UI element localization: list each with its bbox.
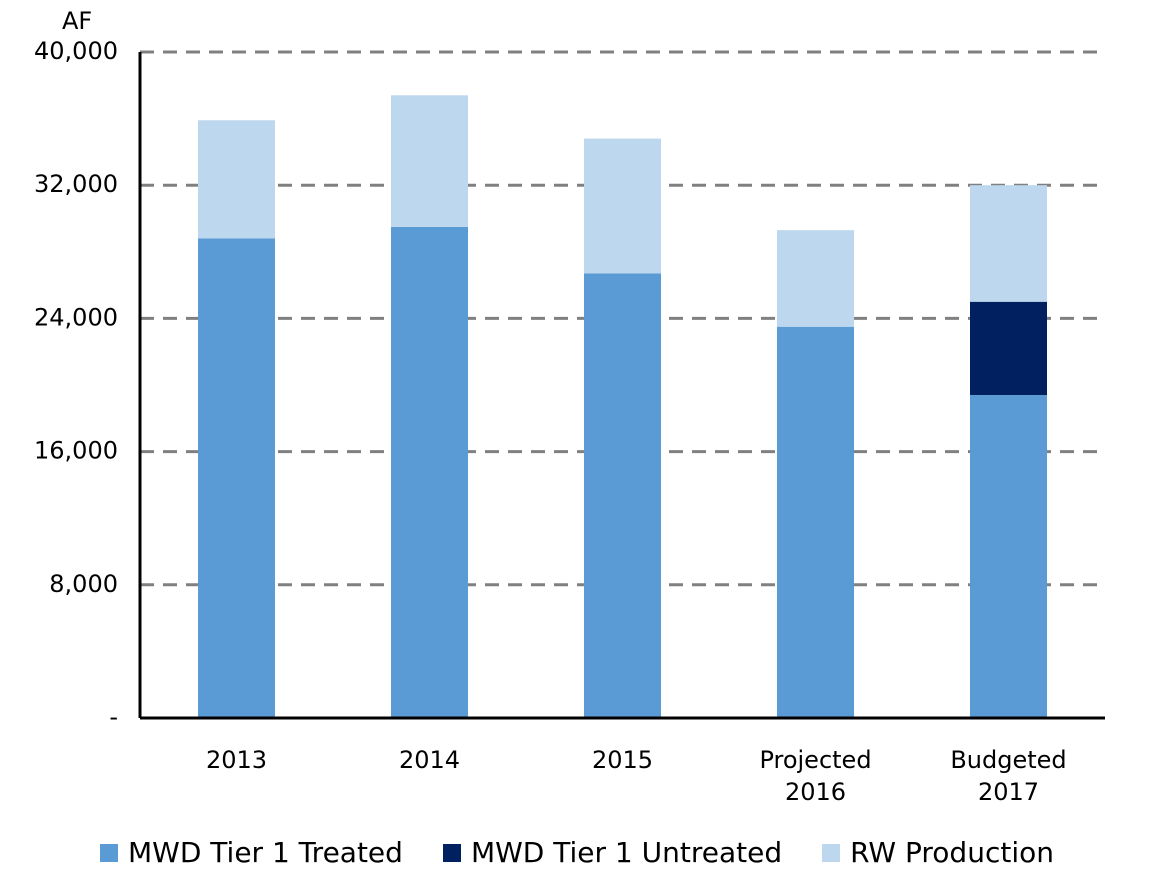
bar-segment (198, 238, 275, 719)
legend-label: MWD Tier 1 Untreated (470, 836, 783, 869)
legend-swatch (442, 843, 461, 862)
legend-item: MWD Tier 1 Treated (100, 836, 403, 869)
legend-label: RW Production (850, 836, 1054, 869)
bar-segment (391, 226, 468, 718)
x-tick-label: Projected 2016 (759, 746, 872, 806)
legend: MWD Tier 1 Treated MWD Tier 1 Untreated RW… (100, 836, 1054, 869)
x-tick-label: 2013 (205, 746, 268, 774)
bar-segment (584, 273, 661, 718)
legend-swatch (100, 843, 118, 862)
y-tick-label: 16,000 (34, 437, 118, 465)
y-axis-label: AF (62, 7, 92, 35)
bar-segment (970, 301, 1047, 395)
y-tick-label: - (109, 703, 118, 731)
legend-item: RW Production (822, 836, 1054, 869)
y-tick-label: 32,000 (34, 170, 118, 198)
y-tick-label: 24,000 (34, 303, 118, 331)
bar-segment (777, 326, 854, 718)
legend-label: MWD Tier 1 Treated (128, 836, 403, 869)
bar-segment (584, 138, 661, 274)
bar-segment (198, 120, 275, 239)
legend-swatch (822, 843, 841, 862)
y-tick-label: 40,000 (34, 37, 118, 65)
x-tick-label: Budgeted 2017 (950, 746, 1067, 806)
bar-segment (777, 230, 854, 327)
bar-segment (391, 95, 468, 227)
x-tick-label: 2014 (398, 746, 461, 774)
legend-item: MWD Tier 1 Untreated (442, 836, 783, 869)
y-tick-label: 8,000 (49, 570, 118, 598)
x-tick-label: 2015 (591, 746, 654, 774)
bar-segment (970, 185, 1047, 302)
bar-segment (970, 394, 1047, 718)
